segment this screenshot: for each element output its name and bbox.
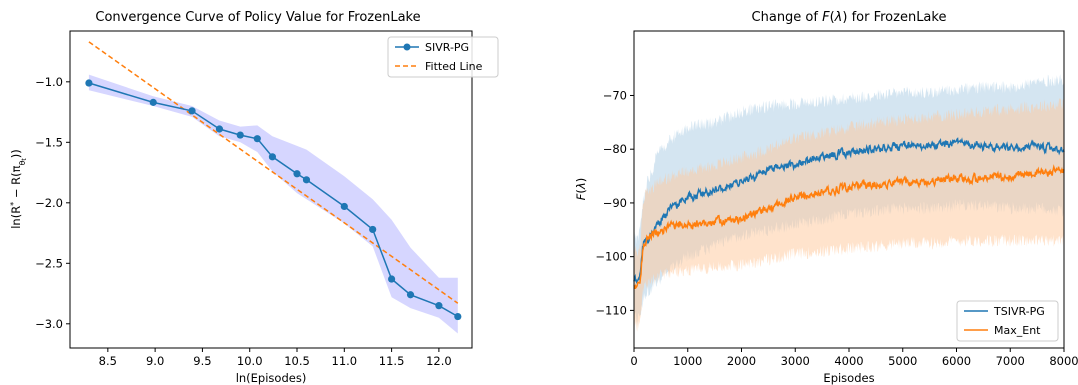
- plot-area: [85, 41, 462, 334]
- x-tick-label: 11.5: [379, 354, 405, 368]
- y-axis-ticks: −70 −80 −90 −100 −110: [595, 88, 634, 317]
- y-tick-label: −100: [595, 250, 627, 264]
- x-axis-ticks: 8.5 9.0 9.5 10.0 10.5 11.0 11.5 12.0: [99, 348, 452, 368]
- plot-frame: [69, 30, 473, 349]
- legend: SIVR-PG Fitted Line: [387, 36, 499, 78]
- plot-area: [633, 74, 1065, 332]
- sivr-pg-point: [435, 302, 443, 310]
- x-tick-label: 4000: [834, 354, 863, 368]
- sivr-pg-point: [406, 291, 415, 299]
- x-tick-label: 7000: [996, 354, 1025, 368]
- convergence-chart: Convergence Curve of Policy Value for Fr…: [9, 10, 499, 385]
- x-axis-ticks: 0 1000 2000 3000 4000 5000 6000 7000 8000: [630, 348, 1078, 368]
- sivr-pg-point: [85, 79, 93, 87]
- legend-marker-sivr-pg: [403, 43, 411, 51]
- x-tick-label: 9.5: [193, 354, 211, 368]
- legend-label-max-ent: Max_Ent: [994, 324, 1041, 337]
- chart-title: Change of F(λ) for FrozenLake: [752, 10, 947, 25]
- x-tick-label: 2000: [727, 354, 756, 368]
- sivr-pg-point: [369, 225, 377, 234]
- max-ent-confidence-band: [634, 98, 1064, 332]
- y-tick-label: −80: [603, 142, 627, 156]
- x-tick-label: 12.0: [426, 354, 452, 368]
- legend-label-tsivr-pg: TSIVR-PG: [993, 305, 1045, 318]
- x-tick-label: 9.0: [146, 354, 164, 368]
- x-tick-label: 6000: [942, 354, 971, 368]
- x-tick-label: 10.0: [237, 354, 263, 368]
- x-tick-label: 11.0: [332, 354, 358, 368]
- y-tick-label: −3.0: [35, 317, 63, 331]
- x-tick-label: 8000: [1049, 354, 1078, 368]
- x-tick-label: 1000: [673, 354, 702, 368]
- y-axis-ticks: −1.0 −1.5 −2.0 −2.5 −3.0: [35, 75, 70, 331]
- sivr-pg-point: [253, 135, 261, 143]
- chart-title: Convergence Curve of Policy Value for Fr…: [95, 10, 420, 25]
- y-tick-label: −90: [603, 196, 627, 210]
- sivr-pg-point: [215, 125, 224, 133]
- x-axis-label: Episodes: [823, 371, 874, 385]
- legend: TSIVR-PG Max_Ent: [956, 300, 1059, 342]
- y-tick-label: −110: [595, 303, 627, 317]
- y-tick-label: −2.5: [35, 256, 63, 270]
- legend-label-fitted-line: Fitted Line: [425, 60, 483, 73]
- fitted-line: [88, 41, 459, 304]
- x-tick-label: 10.5: [284, 354, 310, 368]
- y-axis-label: F(λ): [574, 178, 588, 200]
- sivr-pg-point: [454, 312, 462, 321]
- legend-label-sivr-pg: SIVR-PG: [425, 41, 469, 54]
- sivr-pg-point: [302, 176, 311, 184]
- x-tick-label: 8.5: [99, 354, 117, 368]
- y-tick-label: −1.5: [35, 135, 63, 149]
- sivr-pg-point: [149, 98, 157, 106]
- x-tick-label: 0: [630, 354, 637, 368]
- tsivr-pg-line: [633, 137, 1065, 284]
- max-ent-line: [633, 164, 1065, 290]
- x-tick-label: 5000: [888, 354, 917, 368]
- x-axis-label: ln(Episodes): [236, 371, 307, 385]
- sivr-pg-point: [268, 153, 277, 161]
- sivr-pg-point: [188, 107, 196, 115]
- sivr-pg-point: [293, 170, 301, 178]
- sivr-pg-point: [236, 131, 244, 139]
- sivr-pg-point: [340, 202, 348, 211]
- y-tick-label: −70: [603, 88, 627, 102]
- x-tick-label: 3000: [781, 354, 810, 368]
- sivr-pg-point: [388, 275, 396, 283]
- f-lambda-chart: Change of F(λ) for FrozenLake 0 1000 2000 3…: [574, 10, 1078, 385]
- sivr-pg-confidence-band: [88, 74, 458, 334]
- y-tick-label: −1.0: [35, 75, 63, 89]
- y-tick-label: −2.0: [35, 196, 63, 210]
